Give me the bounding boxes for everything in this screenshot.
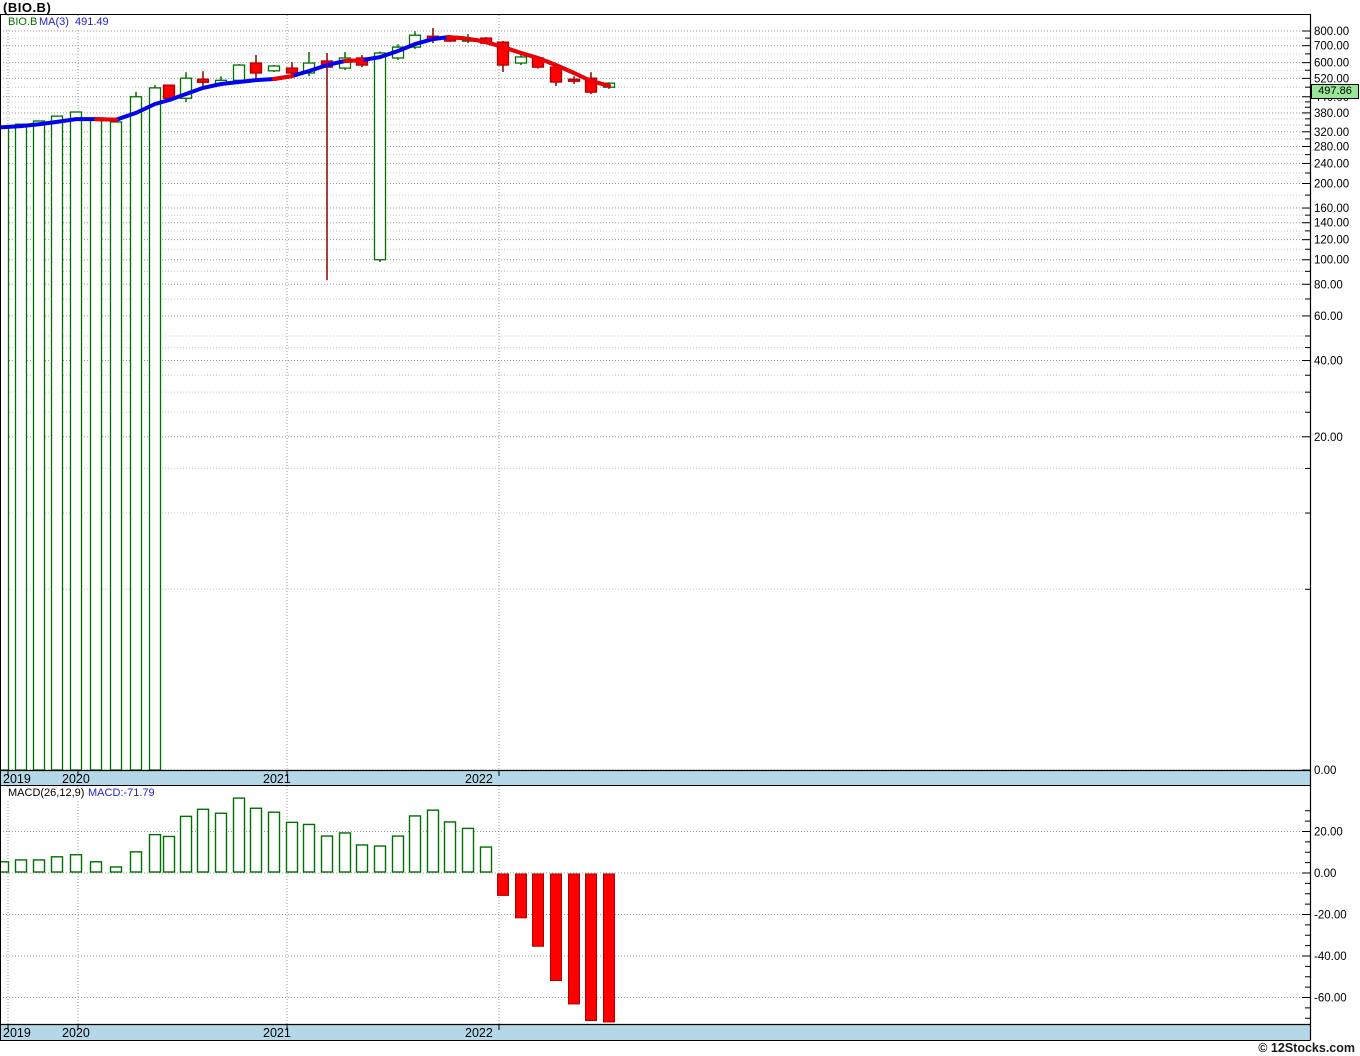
svg-text:140.00: 140.00 — [1314, 218, 1349, 230]
svg-text:60.00: 60.00 — [1314, 311, 1343, 323]
svg-text:2021: 2021 — [263, 772, 291, 786]
legend-ma-value: 491.49 — [73, 16, 111, 28]
macd-axis: 20.00 0.00 -20.00 -40.00 -60.00 — [1302, 810, 1347, 1019]
macd-legend-value: MACD:-71.79 — [86, 787, 157, 799]
last-price-badge: 497.86 — [1311, 84, 1359, 99]
svg-text:20.00: 20.00 — [1314, 827, 1343, 839]
copyright-text: © 12Stocks.com — [1258, 1041, 1355, 1055]
svg-text:-20.00: -20.00 — [1314, 910, 1347, 922]
svg-text:240.00: 240.00 — [1314, 158, 1349, 170]
svg-text:2019: 2019 — [3, 772, 31, 786]
svg-text:280.00: 280.00 — [1314, 141, 1349, 153]
svg-text:0.00: 0.00 — [1314, 868, 1336, 880]
svg-text:800.00: 800.00 — [1314, 26, 1349, 38]
svg-text:2022: 2022 — [465, 1026, 493, 1040]
svg-text:2020: 2020 — [62, 772, 90, 786]
legend-ma-label: MA(3) — [37, 16, 71, 28]
date-bands: 2019 2019 2020 2020 2021 2021 2022 2022 — [0, 769, 1310, 1041]
svg-text:100.00: 100.00 — [1314, 255, 1349, 267]
macd-bars — [0, 797, 615, 1023]
page-title: (BIO.B) — [3, 0, 52, 15]
svg-text:160.00: 160.00 — [1314, 203, 1349, 215]
svg-text:600.00: 600.00 — [1314, 58, 1349, 70]
svg-text:520.00: 520.00 — [1314, 73, 1349, 85]
svg-text:80.00: 80.00 — [1314, 279, 1343, 291]
svg-text:380.00: 380.00 — [1314, 108, 1349, 120]
panel-borders — [0, 14, 1312, 1041]
svg-text:20.00: 20.00 — [1314, 432, 1343, 444]
gridlines — [0, 15, 1310, 1024]
svg-text:320.00: 320.00 — [1314, 127, 1349, 139]
candlesticks — [0, 28, 616, 771]
macd-legend-label: MACD(26,12,9) — [6, 787, 87, 799]
ma-line — [0, 35, 611, 130]
svg-text:-60.00: -60.00 — [1314, 993, 1347, 1005]
svg-text:2019: 2019 — [3, 1026, 31, 1040]
svg-text:40.00: 40.00 — [1314, 356, 1343, 368]
price-axis: 800.00700.00600.00520.00440.00380.00320.… — [1302, 26, 1349, 777]
svg-text:200.00: 200.00 — [1314, 178, 1349, 190]
svg-text:2020: 2020 — [62, 1026, 90, 1040]
legend-symbol: BIO.B — [6, 16, 40, 28]
svg-text:120.00: 120.00 — [1314, 235, 1349, 247]
svg-text:700.00: 700.00 — [1314, 41, 1349, 53]
svg-text:-40.00: -40.00 — [1314, 951, 1347, 963]
svg-text:2021: 2021 — [263, 1026, 291, 1040]
svg-text:0.00: 0.00 — [1314, 765, 1336, 777]
svg-text:2022: 2022 — [465, 772, 493, 786]
